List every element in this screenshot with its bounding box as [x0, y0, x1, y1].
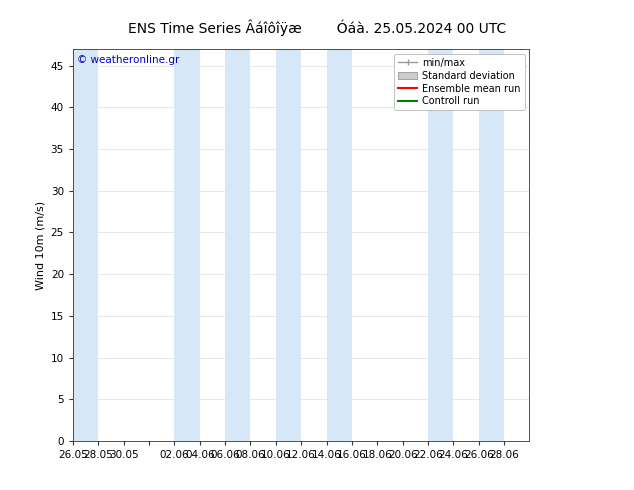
- Bar: [327, 49, 352, 441]
- Text: © weatheronline.gr: © weatheronline.gr: [77, 55, 180, 65]
- Y-axis label: Wind 10m (m/s): Wind 10m (m/s): [35, 200, 45, 290]
- Bar: [174, 49, 200, 441]
- Bar: [428, 49, 453, 441]
- Bar: [479, 49, 504, 441]
- Bar: [225, 49, 250, 441]
- Text: ENS Time Series Âáîôîÿæ        Óáà. 25.05.2024 00 UTC: ENS Time Series Âáîôîÿæ Óáà. 25.05.2024 …: [128, 20, 506, 36]
- Legend: min/max, Standard deviation, Ensemble mean run, Controll run: min/max, Standard deviation, Ensemble me…: [394, 54, 524, 110]
- Bar: [73, 49, 98, 441]
- Bar: [276, 49, 301, 441]
